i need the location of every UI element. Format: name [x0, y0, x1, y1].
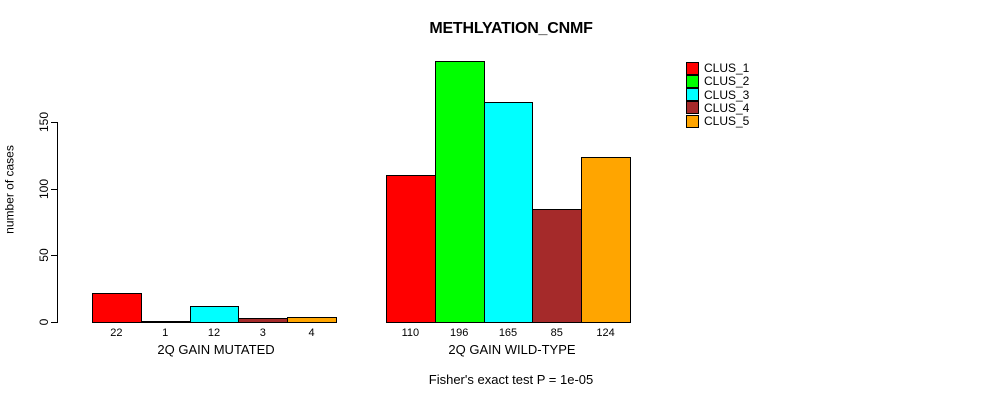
y-tick-label: 150 — [37, 111, 51, 133]
bar-clus_4 — [532, 208, 583, 323]
bar-value-label: 12 — [207, 327, 221, 339]
legend-label: CLUS_4 — [704, 100, 750, 115]
bar-value-label: 3 — [259, 327, 266, 339]
bar-value-label: 22 — [110, 327, 123, 339]
legend-label: CLUS_1 — [704, 61, 750, 75]
bar-value-label: 196 — [450, 327, 469, 339]
bar-value-label: 124 — [596, 327, 615, 339]
legend-item-clus_2: CLUS_2 — [686, 74, 750, 89]
bar-value-label: 165 — [498, 327, 518, 339]
y-tick-label: 100 — [37, 178, 51, 199]
y-tick-label: 50 — [37, 248, 51, 263]
group-label-wildtype: 2Q GAIN WILD-TYPE — [448, 342, 576, 357]
bar-clus_1 — [92, 292, 142, 323]
fisher-test-note: Fisher's exact test P = 1e-05 — [428, 372, 594, 387]
legend-swatch — [686, 61, 699, 75]
legend-item-clus_5: CLUS_5 — [686, 114, 750, 129]
bar-clus_2 — [434, 60, 485, 323]
bar-clus_1 — [386, 175, 436, 323]
y-tick-label: 0 — [37, 318, 51, 326]
y-axis-label: number of cases — [2, 145, 17, 234]
y-axis-line — [57, 122, 58, 323]
legend-label: CLUS_3 — [704, 87, 750, 102]
y-tick-mark — [51, 255, 58, 257]
legend: CLUS_1 CLUS_2 CLUS_3 CLUS_4 CLUS_5 — [686, 61, 750, 129]
legend-item-clus_4: CLUS_4 — [686, 100, 750, 115]
legend-label: CLUS_5 — [704, 114, 750, 129]
bar-clus_5 — [581, 156, 631, 323]
y-tick-mark — [51, 122, 58, 123]
bar-value-label: 4 — [308, 327, 315, 339]
bar-clus_2 — [140, 320, 191, 323]
legend-swatch — [686, 101, 699, 115]
group-label-mutated: 2Q GAIN MUTATED — [157, 342, 275, 357]
bar-clus_4 — [238, 318, 289, 323]
bar-value-label: 1 — [162, 327, 169, 339]
bar-clus_5 — [287, 316, 337, 323]
bar-clus_3 — [189, 306, 240, 323]
legend-swatch — [686, 114, 699, 128]
y-tick-mark — [51, 188, 58, 190]
y-tick-mark — [51, 322, 58, 323]
legend-swatch — [686, 74, 699, 88]
legend-item-clus_3: CLUS_3 — [686, 87, 750, 102]
bar-clus_3 — [483, 102, 534, 323]
legend-swatch — [686, 88, 699, 102]
bar-value-label: 85 — [550, 327, 563, 339]
legend-label: CLUS_2 — [704, 74, 750, 89]
legend-item-clus_1: CLUS_1 — [686, 61, 750, 75]
chart-title: METHLYATION_CNMF — [429, 20, 593, 37]
bar-value-label: 110 — [401, 327, 420, 339]
